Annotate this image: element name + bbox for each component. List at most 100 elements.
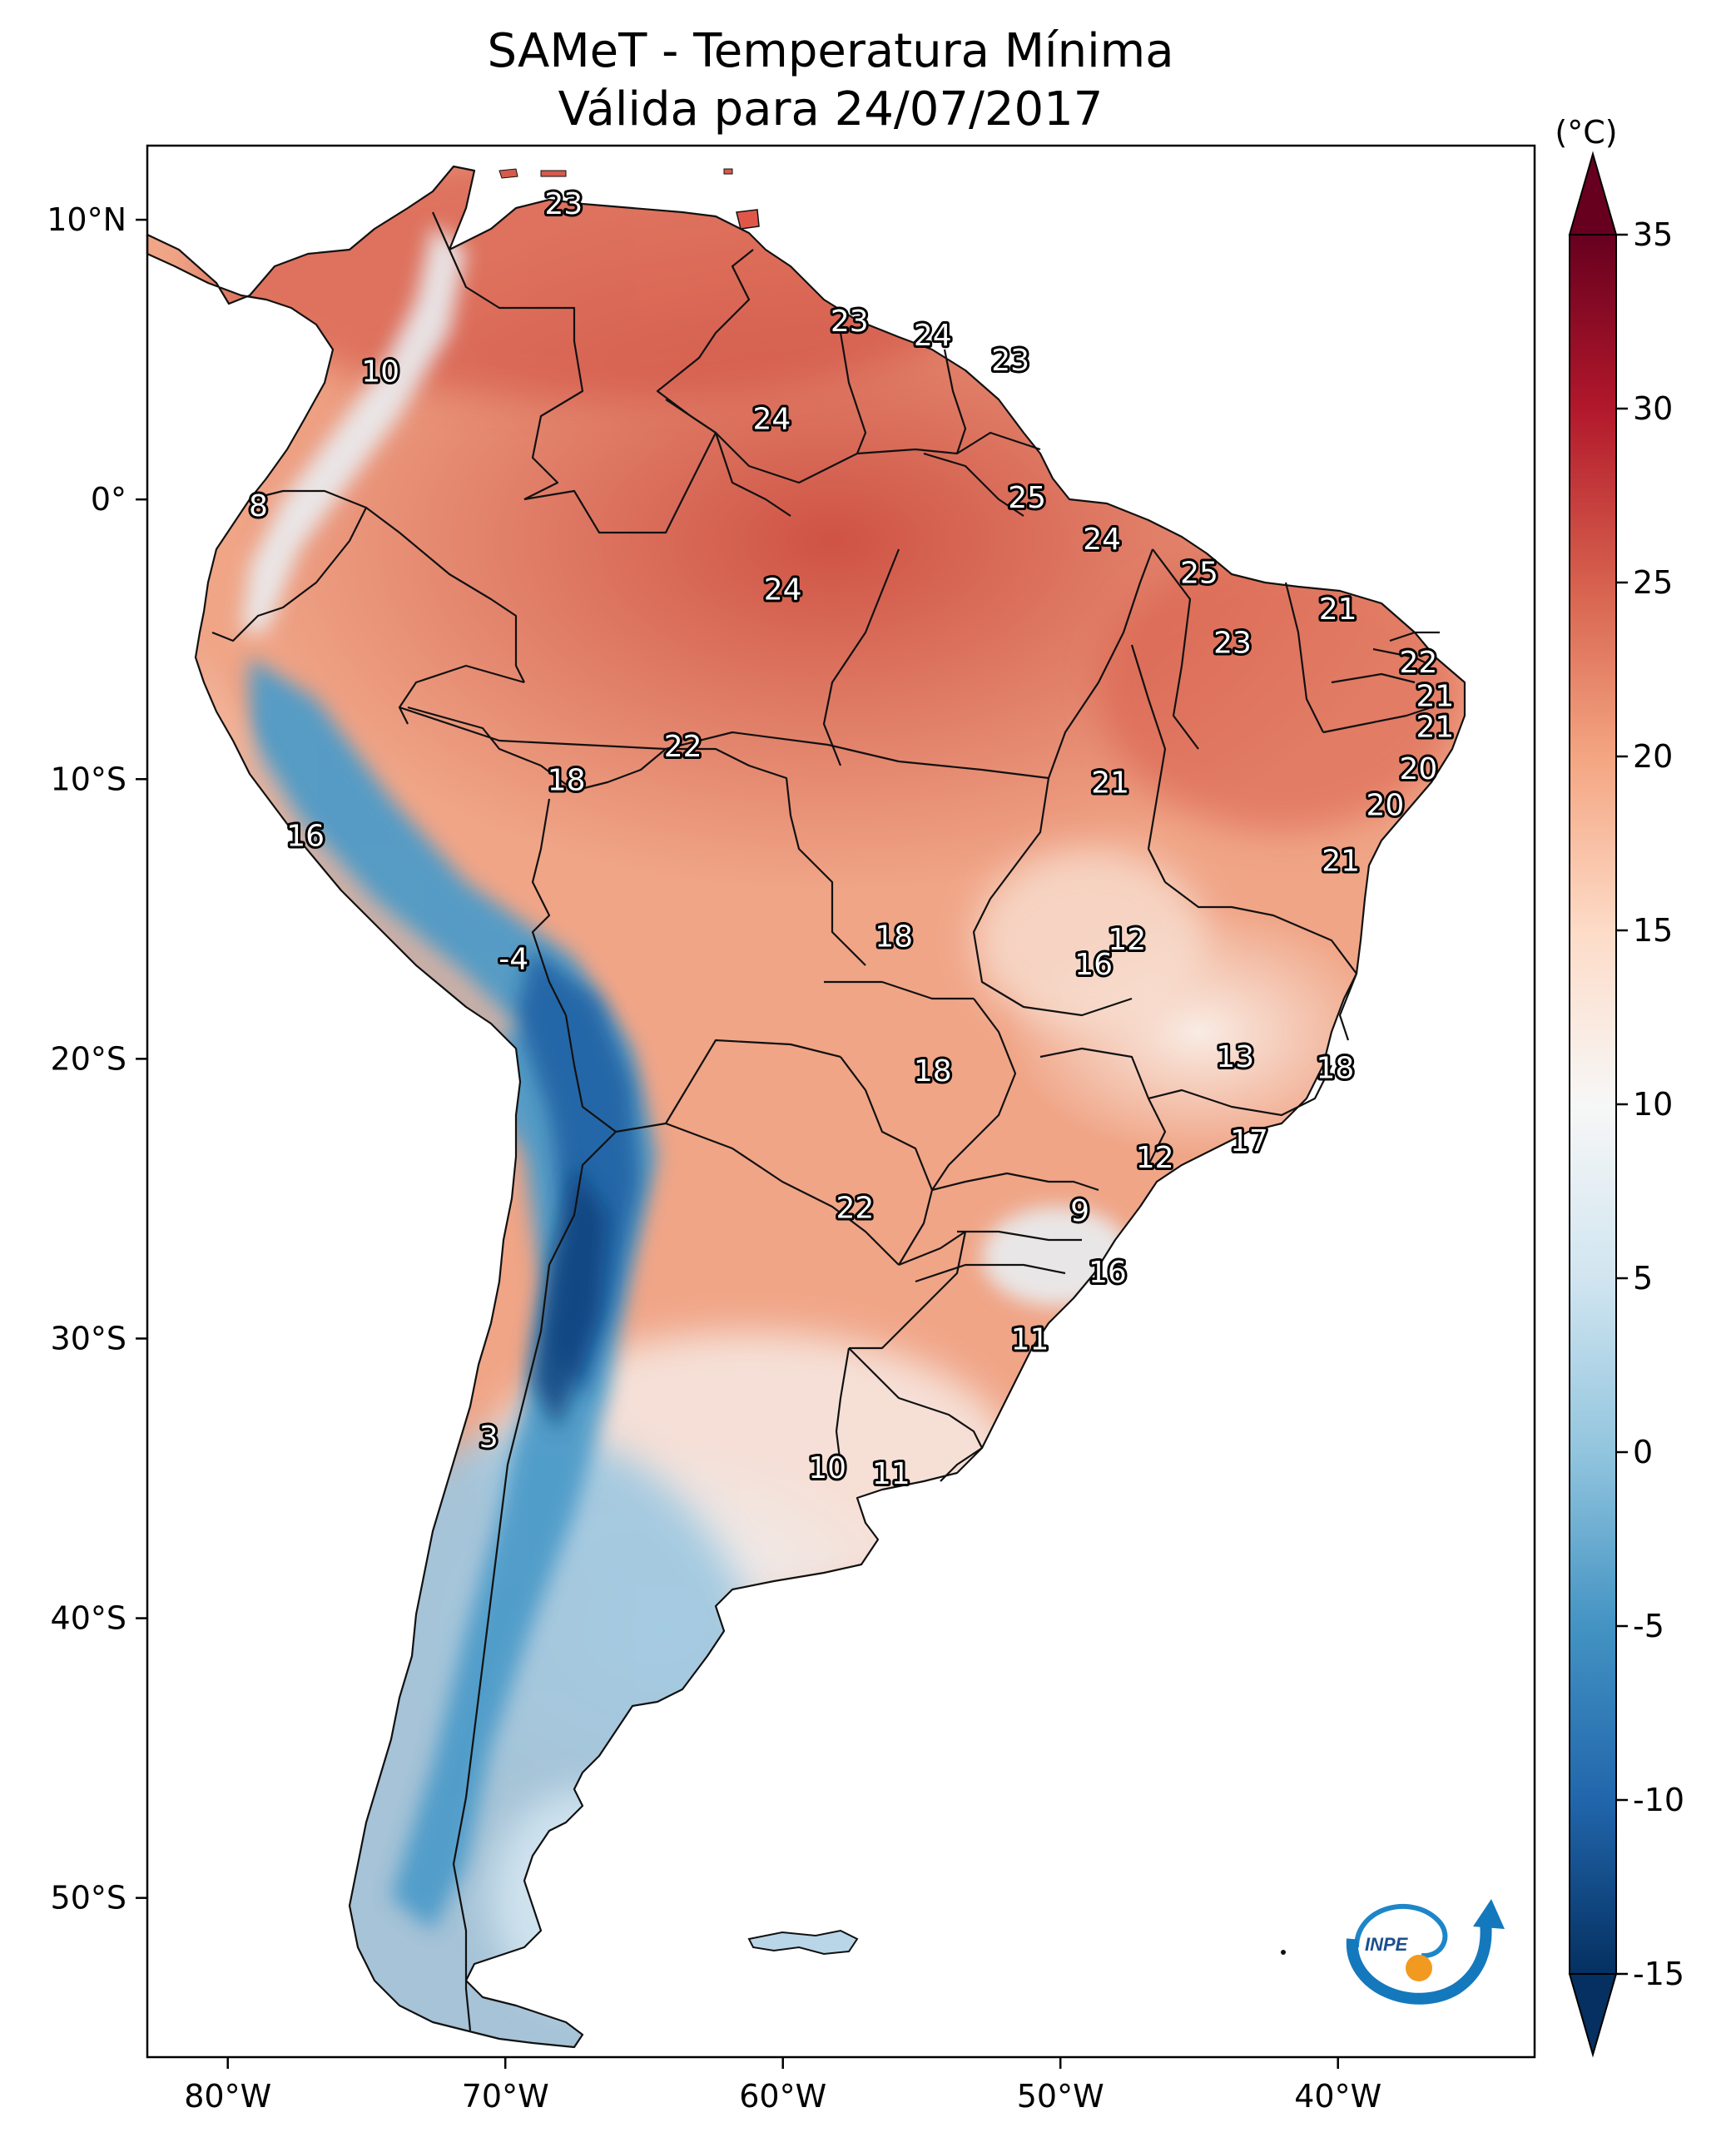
border-peru-bolivia-brazil xyxy=(407,706,866,966)
temperature-label: 18 xyxy=(875,920,913,955)
colorbar-tick-label: 25 xyxy=(1633,564,1673,601)
state-line-sc-rs xyxy=(915,1263,1066,1283)
temperature-label: 11 xyxy=(1011,1323,1049,1357)
lon-tick-label: 70°W xyxy=(462,2078,549,2115)
border-colombia-ecuador-peru xyxy=(249,489,525,683)
border-brazil-peru xyxy=(398,664,525,725)
temperature-label: 17 xyxy=(1230,1124,1268,1158)
lon-tick-label: 80°W xyxy=(184,2078,271,2115)
state-line-mt-ms xyxy=(824,980,974,1000)
lat-tick-label: 30°S xyxy=(51,1320,126,1356)
temperature-label: 16 xyxy=(286,820,325,854)
temperature-label: 18 xyxy=(548,763,586,797)
state-line-sp-parana xyxy=(931,1172,1099,1192)
temperature-label: 10 xyxy=(808,1451,846,1485)
lat-tick-label: 50°S xyxy=(51,1880,126,1916)
logo-arc xyxy=(1346,1921,1492,2005)
south-georgia-dot xyxy=(1281,1950,1286,1955)
border-guyana-suriname xyxy=(839,332,867,454)
map-subtitle: Válida para 24/07/2017 xyxy=(558,82,1104,136)
border-argentina-chile xyxy=(452,1131,617,2031)
colorbar-tick-label: 5 xyxy=(1633,1260,1653,1297)
logo-arrow xyxy=(1473,1899,1505,1929)
temperature-label: 22 xyxy=(1399,646,1437,680)
temperature-label: 16 xyxy=(1089,1256,1127,1290)
lon-tick-label: 60°W xyxy=(739,2078,826,2115)
temperature-label: 24 xyxy=(764,573,802,607)
state-line-roraima xyxy=(665,399,791,517)
northern-andes-cool xyxy=(241,225,466,632)
caribbean-islets xyxy=(498,168,733,179)
islands xyxy=(498,168,1286,1956)
border-peru-bolivia xyxy=(531,798,567,1016)
border-ecuador-peru xyxy=(211,507,367,642)
lon-tick-label: 40°W xyxy=(1294,2078,1381,2115)
coastline xyxy=(146,165,1466,2049)
temperature-label: 24 xyxy=(1083,523,1121,557)
state-line-ms-sp xyxy=(931,998,1017,1191)
map-frame xyxy=(146,144,1536,2059)
logo-orange-dot xyxy=(1406,1955,1432,1981)
state-line-para-mt xyxy=(827,743,1049,780)
temperature-label: 20 xyxy=(1399,752,1437,786)
state-line-tocantins-east xyxy=(1130,644,1167,883)
state-line-ne-small xyxy=(1322,631,1440,734)
brazil-states xyxy=(399,399,1440,1283)
state-line-goias xyxy=(972,777,1133,1017)
cool-central-zone xyxy=(974,849,1207,1032)
state-line-tocantins xyxy=(1047,548,1154,779)
temperature-label: 21 xyxy=(1319,593,1357,627)
colorbar-tick-label: -5 xyxy=(1633,1608,1664,1644)
colorbar-min-extension xyxy=(1568,1973,1618,2058)
temperature-label: 12 xyxy=(1108,923,1146,957)
temperature-label: 23 xyxy=(1213,627,1252,661)
temperature-label: 13 xyxy=(1216,1040,1254,1074)
lat-tick-label: 10°S xyxy=(51,761,126,797)
colorbar-tick-label: -15 xyxy=(1633,1956,1684,1992)
temperature-label: 18 xyxy=(914,1054,952,1088)
warm-northeast-zone xyxy=(1099,549,1465,832)
map-title: SAMeT - Temperatura Mínima xyxy=(487,24,1173,78)
temperature-label: 25 xyxy=(1008,481,1046,515)
border-uruguay-argentina xyxy=(835,1347,851,1465)
temperature-label: -4 xyxy=(498,942,528,976)
temperature-label: 11 xyxy=(872,1457,910,1491)
colorbar-tick-label: 20 xyxy=(1633,738,1673,775)
border-uruguay xyxy=(848,1347,984,1482)
colorbar-tick-label: 35 xyxy=(1633,216,1673,253)
temperature-label: 21 xyxy=(1091,766,1129,801)
central-andes-coldest xyxy=(533,1165,608,1431)
colorbar-max-extension xyxy=(1568,151,1618,236)
temperature-label: 24 xyxy=(914,319,952,353)
colorbar-tick-label: 0 xyxy=(1633,1434,1653,1470)
temperature-label: 3 xyxy=(479,1421,498,1455)
inpe-logo: INPE xyxy=(1346,1899,1505,2005)
temperature-label: 10 xyxy=(361,355,399,389)
colorbar-ticks: 35 30 25 20 15 10 5 0 -5 -10 -15 xyxy=(1616,216,1684,1992)
border-argentina-brazil xyxy=(849,1230,967,1350)
state-line-parana-sc xyxy=(957,1230,1082,1242)
lat-tick-label: 20°S xyxy=(51,1040,126,1077)
colorbar: (°C) 35 30 25 20 15 10 5 0 -5 -10 -15 xyxy=(1555,114,1684,2058)
country-borders xyxy=(211,211,1041,2031)
temperature-label: 24 xyxy=(752,403,791,437)
state-line-minas xyxy=(1039,1047,1332,1166)
border-colombia-venezuela xyxy=(431,211,584,500)
temperature-label: 23 xyxy=(831,305,869,339)
lon-tick-label: 50°W xyxy=(1017,2078,1104,2115)
border-brazil-north xyxy=(523,431,1041,534)
border-bolivia-chile xyxy=(564,1014,617,1133)
temperature-label: 8 xyxy=(249,489,268,523)
border-paraguay-argentina xyxy=(665,1122,900,1266)
temperature-label: 22 xyxy=(836,1192,874,1226)
colorbar-tick-label: 30 xyxy=(1633,390,1673,427)
temperature-label: 12 xyxy=(1136,1141,1174,1175)
state-line-amazonas-para xyxy=(822,548,900,766)
border-paraguay-brazil xyxy=(840,1056,934,1266)
border-bolivia-paraguay xyxy=(615,1039,841,1133)
state-line-maranhao-piaui xyxy=(1152,548,1199,750)
map-axes: 80°W 70°W 60°W 50°W 40°W 10°N 0° 10°S 20°S 30°S 40… xyxy=(47,201,1381,2115)
colorbar-tick-label: 15 xyxy=(1633,912,1673,949)
